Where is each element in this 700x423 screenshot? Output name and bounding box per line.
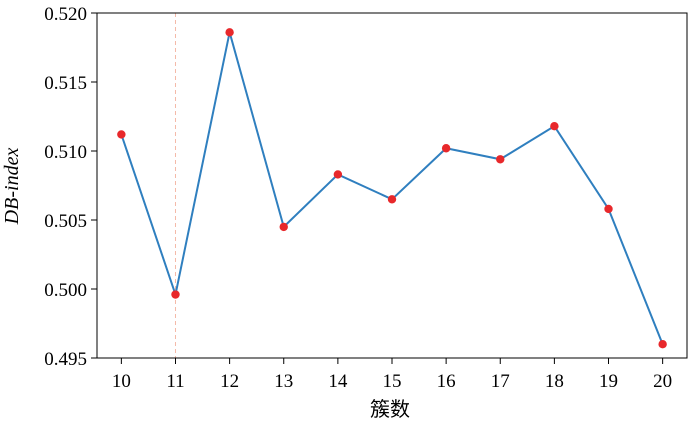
x-tick-label: 19	[599, 371, 618, 392]
x-tick-label: 12	[220, 371, 239, 392]
data-point	[225, 28, 234, 37]
data-point	[387, 195, 397, 204]
y-axis-label: DB-index	[1, 148, 23, 226]
series-line	[120, 32, 664, 345]
data-point	[550, 121, 559, 131]
data-point	[279, 222, 288, 232]
x-tick-label: 15	[383, 371, 402, 392]
plot-frame	[96, 12, 688, 359]
data-point	[441, 144, 451, 153]
data-point	[117, 130, 126, 139]
x-tick-label: 17	[491, 371, 510, 392]
y-tick-label: 0.505	[44, 211, 87, 232]
data-point	[496, 155, 505, 164]
y-tick-label: 0.510	[44, 142, 87, 163]
x-axis-label: 簇数	[370, 397, 410, 421]
data-point	[604, 204, 613, 214]
y-tick-label: 0.500	[44, 280, 87, 301]
y-tick-label: 0.495	[44, 349, 87, 370]
y-tick-label: 0.520	[44, 4, 87, 25]
x-tick-label: 10	[112, 371, 131, 392]
data-point	[658, 340, 667, 349]
data-point	[333, 170, 343, 179]
y-tick-label: 0.515	[44, 73, 87, 94]
x-tick-label: 16	[437, 371, 456, 392]
x-tick-label: 20	[653, 371, 672, 392]
x-tick-label: 18	[545, 371, 564, 392]
x-tick-label: 11	[166, 371, 184, 392]
data-point	[171, 290, 180, 299]
x-tick-label: 14	[328, 371, 348, 392]
x-tick-label: 13	[274, 371, 293, 392]
